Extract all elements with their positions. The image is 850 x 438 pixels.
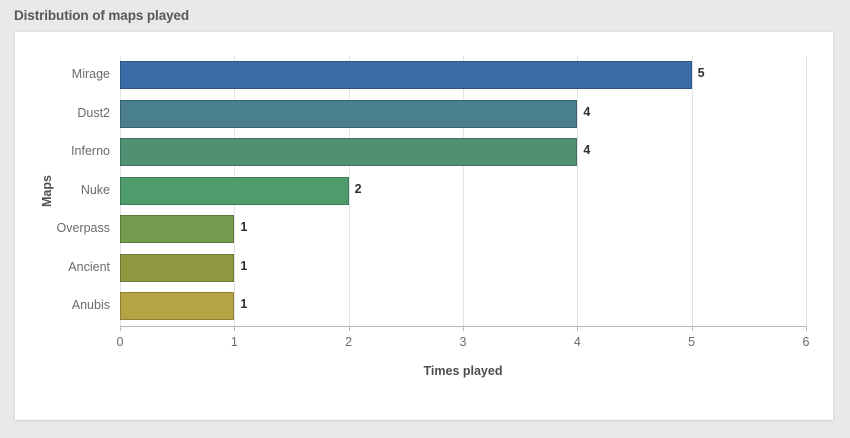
x-axis-tick bbox=[120, 326, 121, 331]
bar-value-label: 4 bbox=[583, 143, 591, 158]
bar-value-label: 2 bbox=[354, 181, 362, 196]
bar-value-label: 1 bbox=[240, 220, 248, 235]
x-gridline bbox=[806, 56, 807, 326]
bar[interactable] bbox=[120, 215, 235, 244]
x-gridline bbox=[691, 56, 693, 326]
x-axis-title: Times played bbox=[423, 364, 503, 378]
x-gridline bbox=[577, 56, 579, 326]
x-axis-tick-label: 1 bbox=[230, 335, 238, 349]
bar[interactable] bbox=[120, 61, 692, 89]
y-axis-category-label: Dust2 bbox=[77, 105, 110, 120]
y-axis-category-label: Mirage bbox=[71, 67, 110, 81]
x-axis-tick-label: 6 bbox=[802, 335, 810, 349]
x-axis-tick bbox=[806, 326, 807, 331]
x-axis-tick bbox=[691, 326, 693, 331]
y-axis-title: Maps bbox=[31, 56, 63, 326]
x-gridline bbox=[463, 56, 464, 326]
plot-area: 0 1 2 3 4 5 6 5 Mirage 4 Dust2 4 Inferno 2 Nuke 1 Overpa… bbox=[57, 56, 809, 349]
y-axis-category-label: Nuke bbox=[80, 182, 110, 197]
y-axis-category-label: Overpass bbox=[56, 221, 111, 236]
bar-value-label: 5 bbox=[697, 66, 705, 80]
bar-row: 4 Inferno bbox=[71, 133, 806, 172]
x-axis-tick bbox=[463, 326, 464, 331]
bar[interactable] bbox=[120, 176, 349, 205]
bar-row: 5 Mirage bbox=[72, 56, 806, 95]
page-title: Distribution of maps played bbox=[14, 8, 190, 23]
x-axis-tick-label: 5 bbox=[688, 335, 696, 349]
bar-row: 2 Nuke bbox=[81, 172, 806, 211]
bar-row: 1 Overpass bbox=[57, 210, 806, 249]
x-axis-tick-label: 3 bbox=[459, 335, 467, 349]
bar-row: 1 Anubis bbox=[72, 287, 806, 326]
bar[interactable] bbox=[120, 253, 235, 282]
bar-value-label: 4 bbox=[583, 104, 591, 119]
bar[interactable] bbox=[120, 138, 578, 167]
x-axis-tick-label: 2 bbox=[345, 335, 353, 349]
bar-row: 1 Ancient bbox=[68, 249, 806, 288]
x-axis-tick-label: 0 bbox=[116, 335, 124, 349]
bar-row: 4 Dust2 bbox=[77, 95, 806, 134]
x-axis-tick bbox=[234, 326, 236, 331]
x-gridline bbox=[348, 56, 350, 326]
x-axis-tick bbox=[348, 326, 350, 331]
y-axis-category-label: Ancient bbox=[68, 259, 110, 274]
chart-card: Maps 0 1 2 3 4 5 6 5 Mirage 4 Dust2 4 Inferno 2 Nuke 1 O… bbox=[15, 32, 833, 420]
bar[interactable] bbox=[120, 99, 578, 128]
bar-value-label: 1 bbox=[240, 297, 248, 312]
y-axis-category-label: Anubis bbox=[71, 298, 110, 313]
y-axis-title-text: Maps bbox=[39, 175, 54, 207]
y-axis-category-label: Inferno bbox=[71, 144, 110, 159]
bar-value-label: 1 bbox=[240, 258, 248, 273]
x-axis-tick-label: 4 bbox=[573, 335, 581, 349]
x-axis-tick bbox=[577, 326, 579, 331]
bar[interactable] bbox=[120, 292, 235, 321]
